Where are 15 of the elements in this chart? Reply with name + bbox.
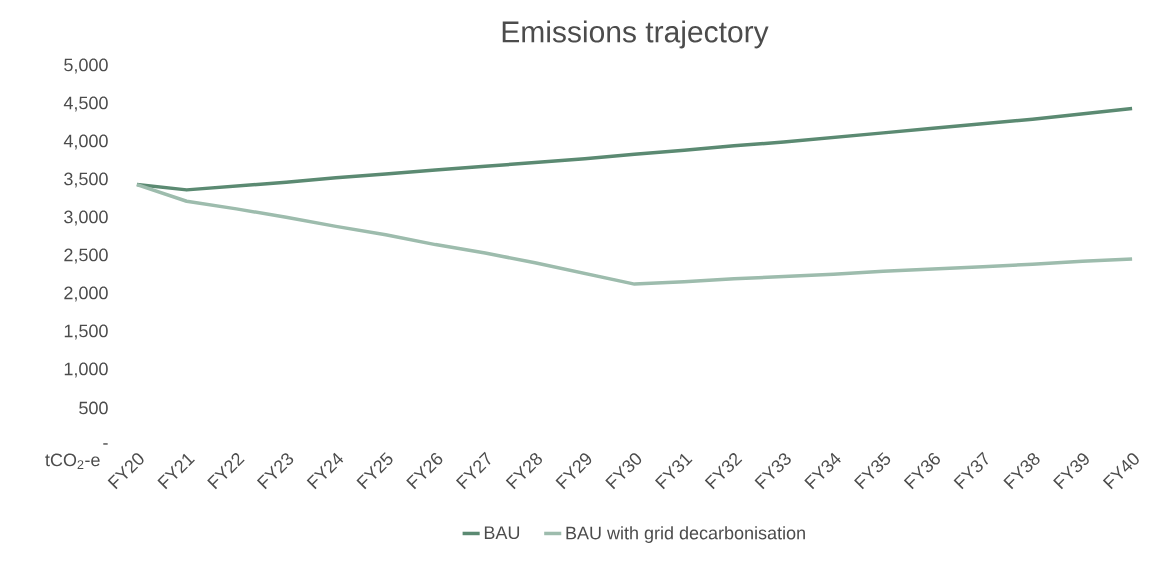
y-tick-label: 5,000 xyxy=(64,58,108,74)
legend-label: BAU xyxy=(484,526,520,540)
y-tick-label: - xyxy=(103,443,108,445)
y-axis-title: tCO$_{2}$-e xyxy=(45,453,100,469)
y-tick-label: 4,000 xyxy=(63,134,108,150)
chart-title: Emissions trajectory xyxy=(502,20,769,49)
y-tick-label: 1,500 xyxy=(64,324,108,340)
y-tick-label: 2,000 xyxy=(64,286,108,302)
y-tick-label: 2,500 xyxy=(64,248,108,264)
legend-label: BAU with grid decarbonisation xyxy=(566,526,805,543)
y-tick-label: 500 xyxy=(79,401,108,415)
y-tick-label: 4,500 xyxy=(63,96,108,112)
y-tick-label: 3,000 xyxy=(64,210,108,226)
y-tick-label: 1,000 xyxy=(64,362,108,378)
y-tick-label: 3,500 xyxy=(64,172,108,188)
